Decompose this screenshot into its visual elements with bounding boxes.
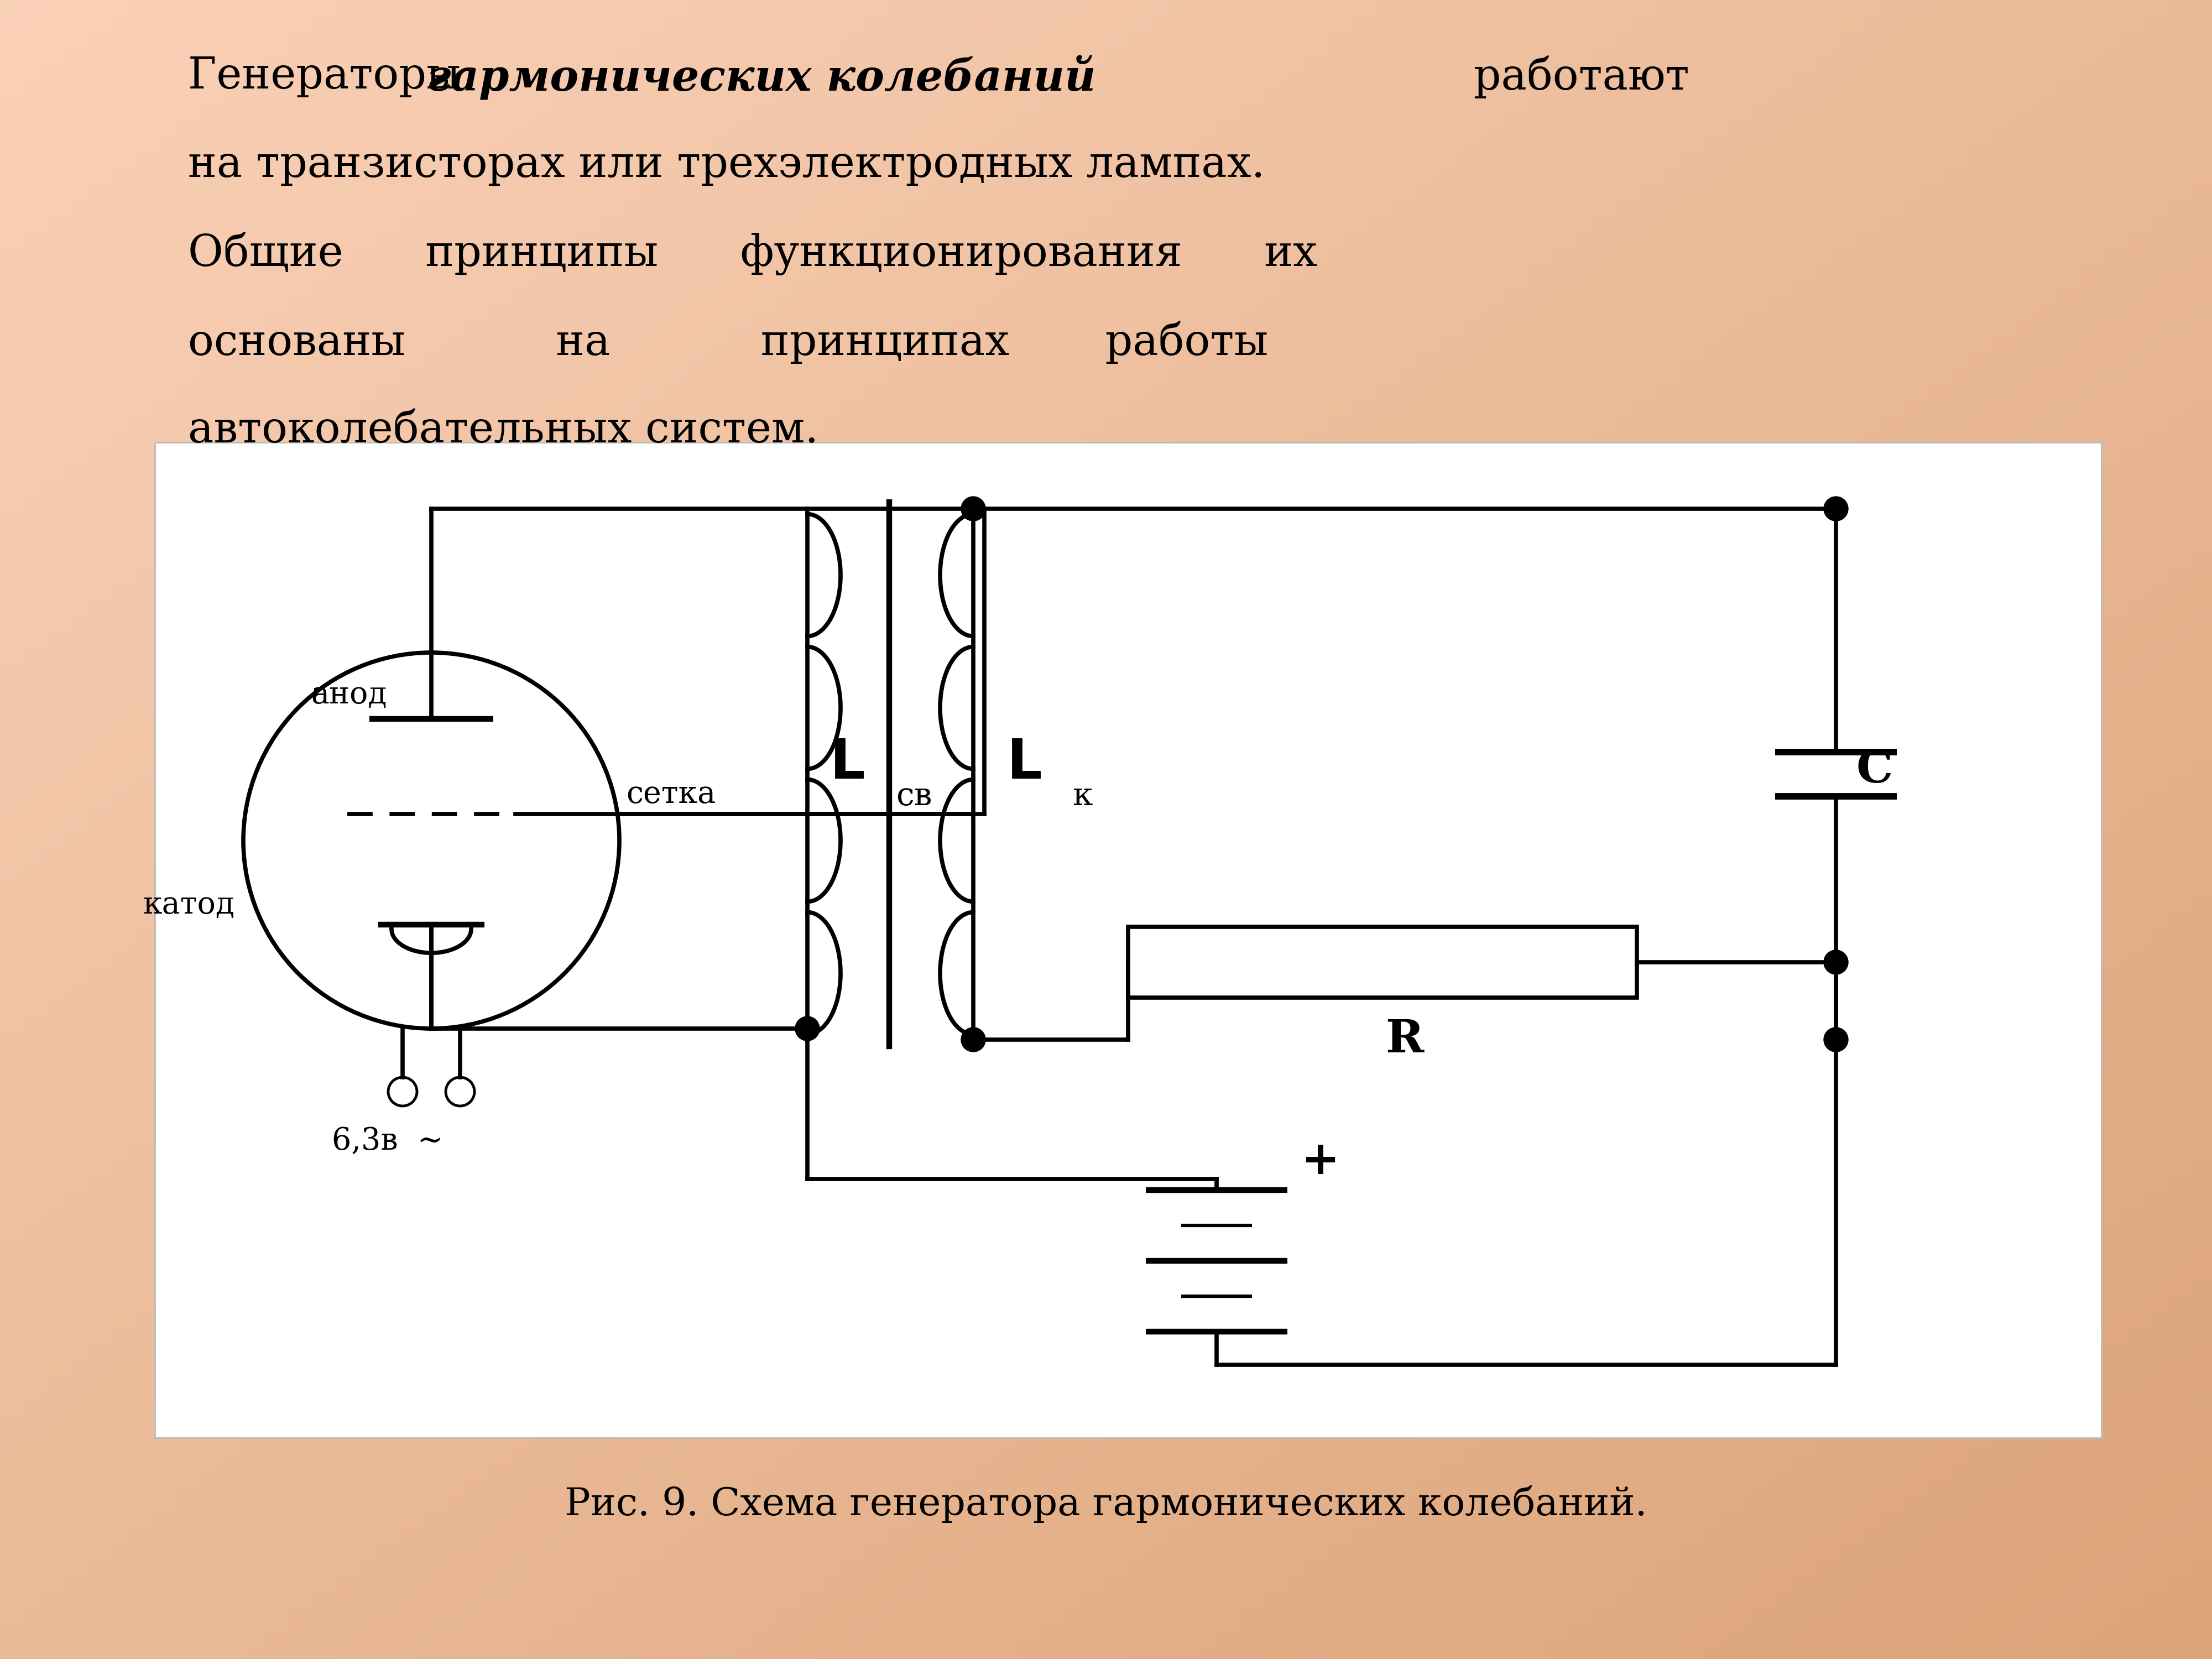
Circle shape — [1823, 1027, 1849, 1052]
Text: основаны           на           принципах       работы: основаны на принципах работы — [188, 320, 1267, 363]
Text: +: + — [1301, 1138, 1340, 1183]
Circle shape — [960, 496, 987, 521]
Text: работают: работают — [1460, 55, 1690, 98]
FancyBboxPatch shape — [155, 443, 2101, 1438]
Circle shape — [796, 1017, 818, 1040]
Text: C: C — [1856, 748, 1893, 791]
Text: на транзисторах или трехэлектродных лампах.: на транзисторах или трехэлектродных ламп… — [188, 144, 1265, 186]
Text: Общие      принципы      функционирования      их: Общие принципы функционирования их — [188, 232, 1318, 275]
Text: гармонических колебаний: гармонических колебаний — [427, 55, 1095, 100]
Text: Рис. 9. Схема генератора гармонических колебаний.: Рис. 9. Схема генератора гармонических к… — [564, 1485, 1648, 1523]
Text: $\mathbf{L}$: $\mathbf{L}$ — [830, 737, 865, 790]
Circle shape — [960, 1027, 987, 1052]
Text: катод: катод — [142, 889, 234, 921]
Text: $\mathbf{L}$: $\mathbf{L}$ — [1006, 737, 1042, 790]
Text: к: к — [1073, 781, 1093, 811]
Text: R: R — [1385, 1017, 1425, 1062]
Text: 6,3в  ~: 6,3в ~ — [332, 1126, 442, 1156]
Circle shape — [1823, 496, 1849, 521]
Text: Генераторы: Генераторы — [188, 55, 473, 98]
Text: анод: анод — [312, 680, 387, 710]
FancyBboxPatch shape — [1128, 927, 1637, 997]
Text: автоколебательных систем.: автоколебательных систем. — [188, 410, 818, 451]
Circle shape — [1823, 951, 1849, 974]
Text: сетка: сетка — [626, 780, 717, 810]
Text: св: св — [896, 781, 931, 811]
